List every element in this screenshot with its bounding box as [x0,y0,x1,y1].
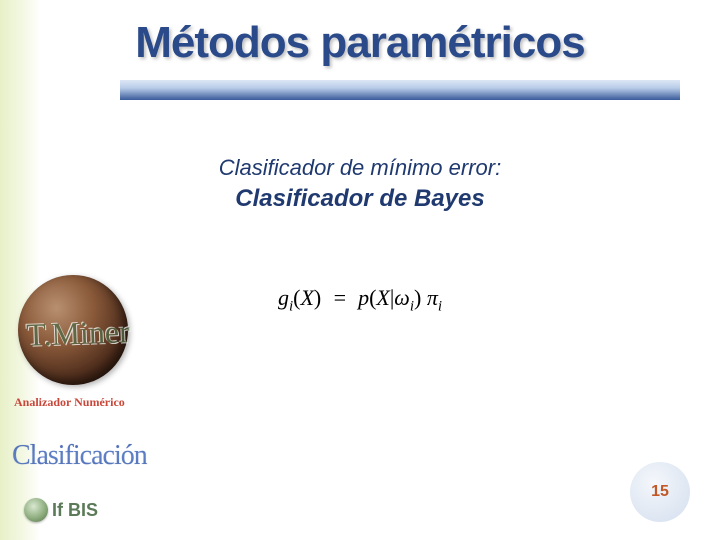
subtitle-block: Clasificador de mínimo error: Clasificad… [0,155,720,213]
analizador-label: Analizador Numérico [14,395,125,410]
subtitle-line-2: Clasificador de Bayes [0,185,720,213]
ifbis-globe-icon [24,498,48,522]
ifbis-logo: If BIS [24,498,98,522]
clasificacion-label: Clasificación [12,440,147,472]
miner-script-logo: T.Miner [7,313,148,355]
slide-title: Métodos paramétricos [0,18,720,68]
subtitle-line-1: Clasificador de mínimo error: [0,155,720,181]
title-underline-bar [120,80,680,100]
ifbis-text: If BIS [52,500,98,521]
page-number-badge: 15 [630,462,690,522]
page-number: 15 [651,483,669,501]
